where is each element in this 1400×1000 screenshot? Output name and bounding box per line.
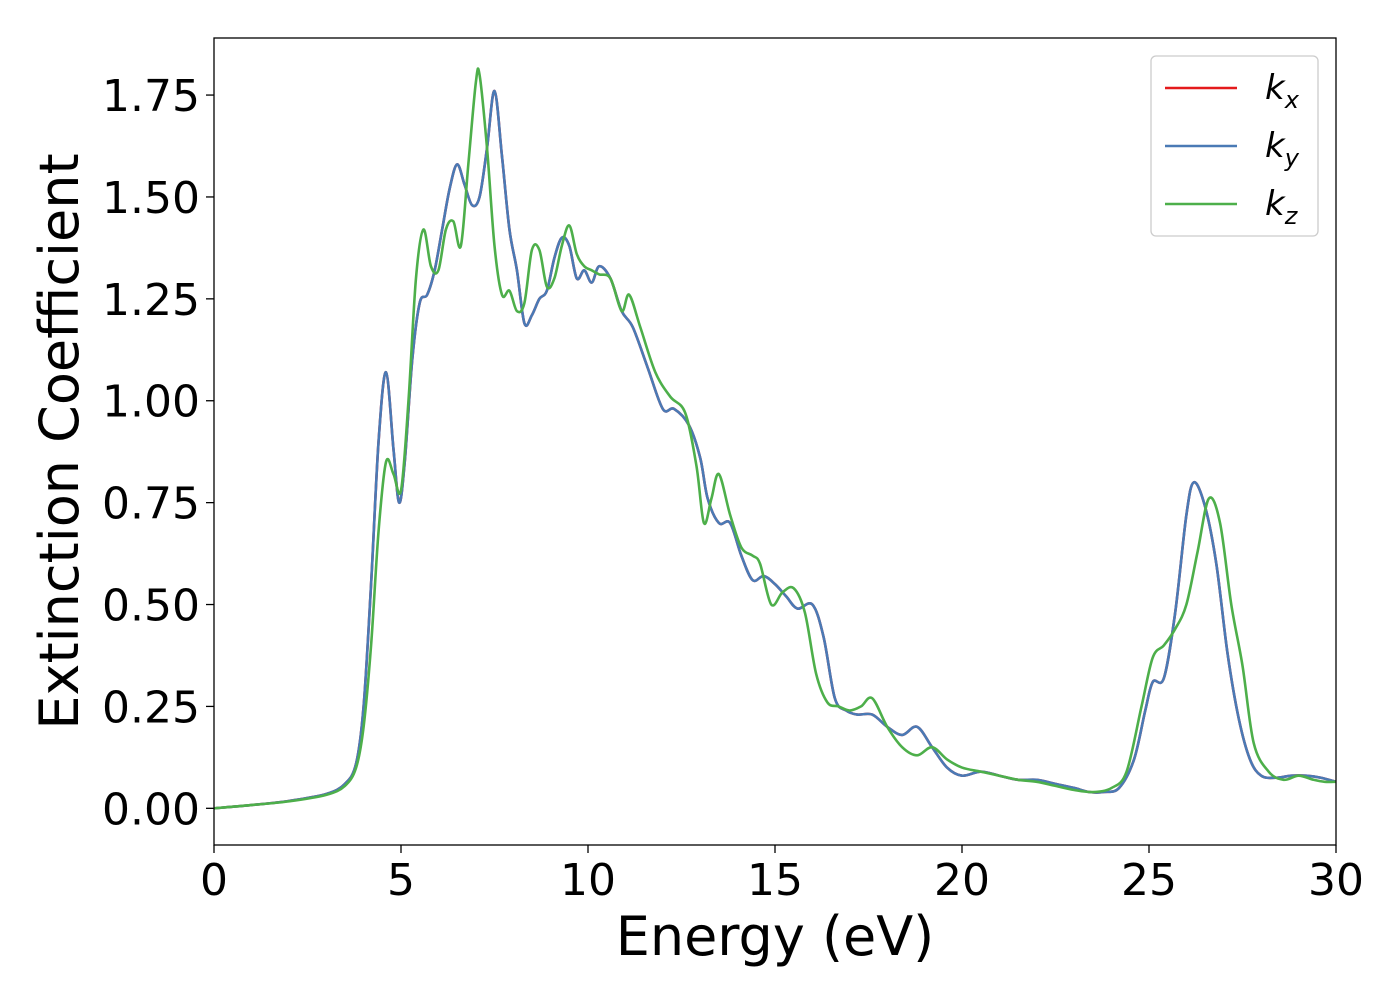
legend-label-subscript: y: [1284, 144, 1300, 172]
y-tick-label: 1.00: [102, 377, 200, 428]
x-axis-label: Energy (eV): [616, 905, 935, 968]
legend-label-y: ky: [1265, 126, 1300, 172]
y-tick-label: 1.50: [102, 173, 200, 224]
x-tick-label: 20: [934, 855, 990, 906]
x-tick-label: 30: [1308, 855, 1364, 906]
x-tick-label: 0: [200, 855, 228, 906]
y-tick-label: 1.75: [102, 71, 200, 122]
legend-label-base: k: [1265, 184, 1286, 224]
series-line-z: [214, 67, 1336, 810]
legend-label-z: kz: [1265, 184, 1299, 230]
y-axis-label: Extinction Coefficient: [28, 153, 91, 729]
legend-label-subscript: x: [1284, 86, 1300, 114]
x-tick-label: 25: [1121, 855, 1177, 906]
legend-label-subscript: z: [1284, 202, 1299, 230]
series-layer: [214, 67, 1336, 810]
legend-label-base: k: [1265, 126, 1286, 166]
series-line-y: [214, 89, 1336, 810]
y-tick-label: 0.75: [102, 479, 200, 530]
legend-label-base: k: [1265, 68, 1286, 108]
y-tick-label: 0.00: [102, 784, 200, 835]
y-tick-label: 0.25: [102, 682, 200, 733]
x-tick-label: 10: [560, 855, 616, 906]
x-axis-ticks: 0 5 10 15 20 25 30: [200, 845, 1364, 906]
y-tick-label: 1.25: [102, 275, 200, 326]
y-tick-label: 0.50: [102, 581, 200, 632]
legend-label-x: kx: [1265, 68, 1300, 114]
x-tick-label: 5: [387, 855, 415, 906]
y-axis-ticks: 0.00 0.25 0.50 0.75 1.00 1.25 1.50 1.75: [102, 71, 214, 835]
x-tick-label: 15: [747, 855, 803, 906]
